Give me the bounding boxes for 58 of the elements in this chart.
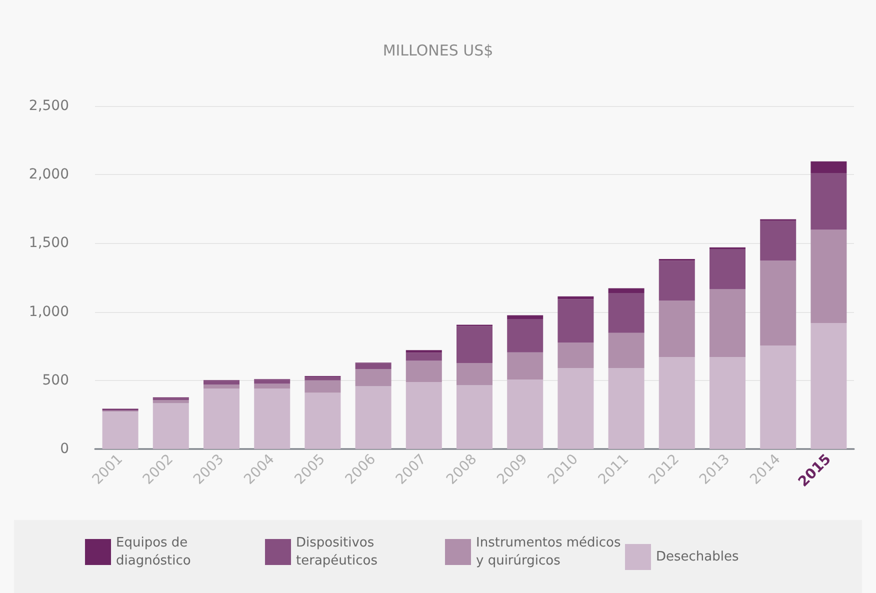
y-tick-label: 500 bbox=[42, 372, 69, 388]
y-tick-label: 1,500 bbox=[28, 235, 69, 252]
bar bbox=[710, 289, 746, 358]
legend-label: Dispositivos terapéuticos bbox=[296, 536, 378, 568]
bar bbox=[608, 368, 644, 449]
bar bbox=[810, 230, 847, 324]
bar bbox=[710, 248, 746, 290]
bar bbox=[355, 386, 392, 449]
bar bbox=[406, 382, 442, 449]
bar bbox=[406, 350, 442, 353]
chart-title: MILLONES US$ bbox=[382, 42, 494, 60]
bar bbox=[507, 380, 544, 449]
bar bbox=[204, 384, 240, 389]
bar bbox=[710, 357, 746, 449]
bar bbox=[456, 326, 492, 363]
legend-label: Desechables bbox=[656, 550, 739, 564]
bar bbox=[456, 362, 492, 386]
bar bbox=[304, 380, 341, 393]
bar bbox=[608, 288, 644, 294]
bar bbox=[658, 300, 695, 358]
bar bbox=[558, 368, 594, 449]
bar bbox=[507, 315, 544, 320]
bar bbox=[204, 388, 240, 449]
bar bbox=[760, 260, 796, 346]
bar bbox=[355, 369, 392, 386]
bar bbox=[355, 363, 392, 370]
bar bbox=[810, 172, 847, 230]
y-tick-label: 2,000 bbox=[28, 166, 69, 183]
bar bbox=[304, 392, 341, 449]
bar bbox=[152, 400, 189, 404]
bar bbox=[406, 360, 442, 382]
bar bbox=[152, 403, 189, 449]
bar bbox=[558, 342, 594, 368]
bar bbox=[760, 220, 796, 261]
bar bbox=[760, 346, 796, 449]
legend-label: Equipos de diagnóstico bbox=[116, 536, 192, 568]
bar bbox=[507, 352, 544, 380]
bar bbox=[558, 299, 594, 343]
bar bbox=[406, 352, 442, 361]
bar bbox=[558, 296, 594, 300]
bar bbox=[102, 412, 138, 449]
bar bbox=[456, 385, 492, 449]
y-tick-label: 0 bbox=[60, 441, 69, 457]
bar bbox=[304, 376, 341, 380]
bar bbox=[608, 332, 644, 368]
y-tick-label: 2,500 bbox=[28, 98, 69, 114]
y-tick-label: 1,000 bbox=[28, 304, 69, 320]
bar bbox=[254, 384, 290, 389]
legend-label: Instrumentos médicos y quirúrgicos bbox=[476, 536, 625, 568]
bar bbox=[608, 293, 644, 333]
bar bbox=[254, 388, 290, 449]
bar bbox=[658, 260, 695, 301]
bar bbox=[204, 380, 240, 385]
bar bbox=[658, 357, 695, 449]
bar bbox=[254, 380, 290, 384]
bar bbox=[810, 161, 847, 173]
bar bbox=[507, 319, 544, 352]
bar bbox=[810, 323, 847, 449]
